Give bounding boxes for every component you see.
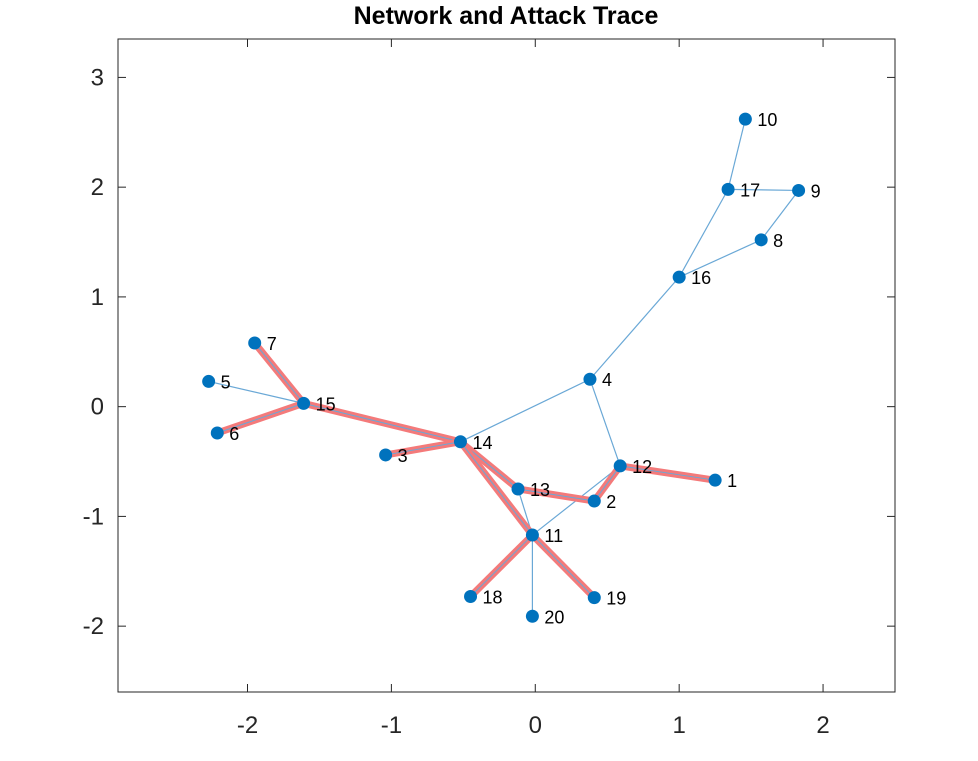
attack-edge-core-11-19 (532, 534, 595, 598)
node-layer (202, 112, 806, 623)
attack-edge-core-2-12 (593, 465, 621, 502)
attack-edge-core-14-11 (460, 441, 533, 536)
node-label-4: 4 (602, 370, 612, 390)
y-tick-label: 1 (91, 284, 104, 311)
node-label-19: 19 (606, 589, 626, 609)
node-label-11: 11 (544, 526, 563, 546)
node-2 (587, 494, 601, 508)
node-label-18: 18 (483, 588, 503, 608)
node-19 (587, 591, 601, 605)
attack-trace-layer (216, 340, 716, 601)
node-10 (738, 112, 752, 126)
node-label-8: 8 (773, 231, 783, 251)
edge-17-10 (727, 118, 746, 190)
edge-5-15 (208, 380, 304, 404)
attack-edge-core-15-14 (303, 402, 461, 443)
y-tick-label: -1 (83, 503, 104, 530)
edge-layer (208, 118, 800, 617)
attack-edge-core-7-15 (254, 342, 305, 404)
x-tick-label: -2 (237, 712, 258, 739)
node-label-20: 20 (544, 607, 564, 627)
node-label-10: 10 (757, 110, 777, 130)
y-tick-label: 0 (91, 394, 104, 421)
attack-edge-core-11-18 (470, 534, 533, 597)
node-14 (453, 435, 467, 449)
node-label-1: 1 (727, 471, 737, 491)
node-label-3: 3 (398, 446, 408, 466)
x-tick-label: -1 (381, 712, 402, 739)
y-tick-label: 2 (91, 174, 104, 201)
node-3 (379, 448, 393, 462)
node-18 (464, 590, 478, 604)
node-1 (708, 473, 722, 487)
node-16 (672, 270, 686, 284)
node-label-17: 17 (740, 180, 760, 200)
x-tick-label: 1 (672, 712, 685, 739)
edge-8-9 (760, 190, 800, 241)
node-label-15: 15 (316, 394, 336, 414)
attack-edge-core-3-14 (385, 441, 461, 456)
edge-17-9 (728, 188, 799, 192)
edge-4-12 (589, 379, 621, 467)
node-label-2: 2 (606, 492, 616, 512)
node-5 (202, 374, 216, 388)
node-8 (754, 233, 768, 247)
node-17 (721, 182, 735, 196)
node-label-9: 9 (811, 181, 821, 201)
node-7 (248, 336, 262, 350)
y-tick-label: -2 (83, 613, 104, 640)
plot-frame (117, 38, 896, 693)
attack-edge-core-6-15 (217, 402, 304, 434)
node-6 (210, 426, 224, 440)
node-label-12: 12 (632, 457, 652, 477)
node-13 (511, 482, 525, 496)
x-tick-label: 0 (529, 712, 542, 739)
node-label-5: 5 (221, 372, 231, 392)
edge-16-17 (678, 189, 729, 278)
node-20 (525, 609, 539, 623)
edge-14-4 (460, 378, 591, 443)
edge-4-16 (589, 276, 680, 380)
node-4 (583, 372, 597, 386)
x-tick-label: 2 (816, 712, 829, 739)
node-label-14: 14 (472, 433, 492, 453)
node-label-6: 6 (229, 424, 239, 444)
node-9 (792, 183, 806, 197)
node-label-16: 16 (691, 268, 711, 288)
node-label-7: 7 (267, 334, 277, 354)
edge-16-8 (678, 239, 762, 278)
chart-title: Network and Attack Trace (354, 2, 659, 30)
node-label-13: 13 (530, 480, 550, 500)
node-12 (613, 459, 627, 473)
node-11 (525, 528, 539, 542)
attack-edge-core-13-2 (517, 488, 595, 502)
attack-edge-core-12-1 (620, 465, 716, 481)
node-15 (297, 396, 311, 410)
y-tick-label: 3 (91, 64, 104, 91)
